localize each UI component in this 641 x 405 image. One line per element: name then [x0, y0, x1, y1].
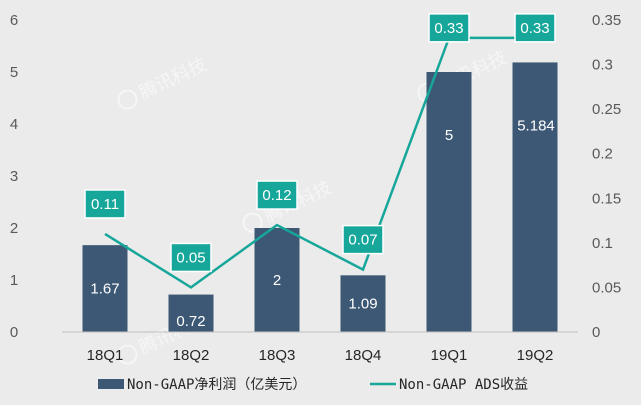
legend-line-label: Non-GAAP ADS收益	[399, 377, 528, 393]
y-right-tick: 0.15	[592, 190, 621, 207]
line-label-text: 0.12	[262, 187, 291, 204]
legend-bar-swatch	[98, 379, 124, 389]
y-axis-left: 0 1 2 3 4 5 6	[10, 12, 18, 341]
x-tick-18Q1: 18Q1	[87, 347, 124, 364]
line-label-text: 0.33	[520, 20, 549, 37]
y-left-tick: 3	[10, 168, 18, 185]
line-label-19Q1: 0.33	[428, 13, 470, 43]
line-series: 0.11 0.05 0.12 0.07 0.33 0.33	[84, 13, 556, 289]
y-right-tick: 0.3	[592, 57, 613, 74]
line-label-18Q2: 0.05	[170, 242, 212, 273]
watermark-logo	[117, 344, 138, 365]
line-label-18Q4: 0.07	[342, 224, 384, 255]
y-right-tick: 0.2	[592, 146, 613, 163]
bar-18Q4	[340, 275, 386, 332]
line-label-text: 0.05	[176, 249, 205, 266]
line-label-box	[84, 189, 126, 219]
x-tick-18Q4: 18Q4	[345, 347, 382, 364]
y-right-tick: 0	[592, 324, 600, 341]
line-label-text: 0.33	[434, 20, 463, 37]
x-tick-19Q1: 19Q1	[431, 347, 468, 364]
y-left-tick: 4	[10, 116, 18, 133]
watermark-logo	[117, 89, 138, 110]
y-left-tick: 2	[10, 220, 18, 237]
y-right-tick: 0.35	[592, 12, 621, 29]
bar-label-18Q1: 1.67	[90, 281, 119, 298]
line-label-box	[342, 224, 384, 255]
bar-18Q1	[82, 245, 128, 332]
bar-18Q2	[168, 294, 214, 332]
bar-label-19Q2: 5.184	[517, 117, 555, 134]
bar-label-18Q3: 2	[273, 272, 281, 289]
y-left-tick: 6	[10, 12, 18, 29]
x-axis: 18Q1 18Q2 18Q3 18Q4 19Q1 19Q2	[87, 347, 554, 364]
y-left-tick: 0	[10, 324, 18, 341]
line-label-text: 0.07	[348, 232, 377, 249]
y-right-tick: 0.05	[592, 279, 621, 296]
y-left-tick: 5	[10, 64, 18, 81]
line-label-19Q2: 0.33	[514, 13, 556, 43]
line-label-box	[256, 180, 298, 210]
bar-19Q2	[512, 62, 558, 332]
line-label-box	[514, 13, 556, 43]
legend-bar-label: Non-GAAP净利润（亿美元）	[127, 377, 306, 393]
line-label-box	[428, 13, 470, 43]
line-label-18Q1: 0.11	[84, 189, 126, 219]
y-axis-right: 0 0.05 0.1 0.15 0.2 0.25 0.3 0.35	[592, 12, 621, 341]
bar-label-19Q1: 5	[445, 127, 453, 144]
y-right-tick: 0.1	[592, 235, 613, 252]
legend: Non-GAAP净利润（亿美元） Non-GAAP ADS收益	[98, 377, 528, 393]
x-tick-19Q2: 19Q2	[517, 347, 554, 364]
bar-18Q3	[254, 228, 300, 332]
bar-label-18Q2: 0.72	[176, 313, 205, 330]
line-label-box	[170, 242, 212, 273]
y-left-tick: 1	[10, 272, 18, 289]
bar-19Q1	[426, 72, 472, 332]
line-label-18Q3: 0.12	[256, 180, 298, 210]
line-label-text: 0.11	[91, 196, 119, 213]
x-tick-18Q3: 18Q3	[259, 347, 296, 364]
y-right-tick: 0.25	[592, 101, 621, 118]
x-tick-18Q2: 18Q2	[173, 347, 210, 364]
bar-series: 1.67 0.72 2 1.09 5 5.184	[82, 62, 558, 332]
bar-label-18Q4: 1.09	[348, 296, 377, 313]
